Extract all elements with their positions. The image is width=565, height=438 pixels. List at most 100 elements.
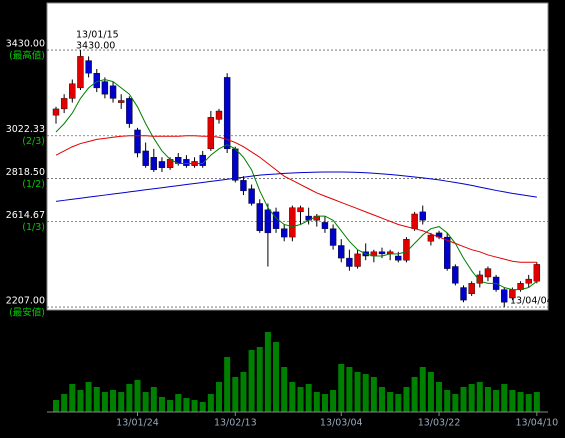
volume-bar [321,394,328,412]
volume-bar [61,394,68,412]
candle-body [232,148,239,181]
volume-bar [493,390,500,412]
volume-bar [476,382,483,412]
volume-bar [53,400,59,412]
volume-bar [411,377,418,412]
candle-body [427,234,435,242]
candle-body [346,257,353,267]
volume-bar [69,384,76,412]
x-tick-label: 13/02/13 [214,418,257,429]
volume-bar [150,387,157,412]
volume-bar [118,392,125,412]
candle-body [142,150,149,166]
y-tick-label: 2818.50 [6,167,45,178]
volume-bar [427,372,434,412]
volume-bar [517,392,524,412]
candle-body [183,159,190,166]
candle-body [215,110,223,120]
candle-body [134,129,141,154]
y-tick-label: 2207.00 [6,296,45,307]
volume-bar [346,367,353,412]
volume-bar [110,390,117,412]
y-tick-note: (1/2) [22,179,45,190]
moving-average [55,171,537,202]
candle-body [403,238,410,261]
candle-body [256,203,263,231]
volume-bar [77,390,84,412]
volume-bar [525,394,532,412]
volume-bar [248,350,255,412]
candle-body [354,253,361,267]
volume-bar [134,380,141,412]
volume-bar [175,394,182,412]
volume-bar [313,392,320,412]
candle-body [85,60,92,74]
candle-body [476,274,483,284]
volume-bar [379,387,385,412]
candle-body [117,100,125,103]
x-tick-label: 13/01/24 [116,418,159,429]
candle-body [281,228,288,238]
volume-bar [305,384,312,412]
volume-bar [101,392,108,412]
candle-body [77,56,84,89]
volume-bar [158,397,165,412]
volume-bar [191,400,198,412]
volume-bar [533,392,540,412]
x-tick-label: 13/03/04 [320,418,363,429]
candle-body [109,85,117,99]
candle-body [297,207,304,213]
volume-bar [199,402,206,412]
moving-average [55,78,538,291]
x-tick-label: 13/04/10 [516,418,559,429]
candle-body [158,161,166,168]
volume-bar [403,387,410,412]
volume-bar [281,367,288,412]
candle-body [223,77,231,150]
volume-bar [370,377,377,412]
y-tick-label: 3430.00 [6,39,45,50]
candle-body [321,222,329,229]
candle-body [460,287,467,301]
volume-bar [126,384,133,412]
candle-body [329,228,337,246]
volume-bar [85,382,92,412]
candle-body [501,289,508,303]
candle-body [525,278,532,284]
candle-body [452,266,459,284]
volume-bar [183,398,190,412]
candle-body [533,264,541,282]
volume-bar [240,372,247,412]
y-tick-note: (2/3) [22,136,45,147]
candle-body [411,213,418,229]
candle-body [60,98,68,110]
volume-bar [264,332,271,412]
volume-bar [330,390,337,412]
volume-bar [419,367,426,412]
volume-bar [142,392,149,412]
y-tick-note: (最高値) [9,50,45,62]
volume-bar [207,394,214,412]
candle-body [444,236,451,269]
volume-bar [93,387,100,412]
volume-bar [387,392,394,412]
candle-body [69,83,76,99]
volume-bar [395,394,402,412]
low-price: 2207.00 [507,310,546,321]
volume-bar [452,394,459,412]
volume-bar [216,382,222,412]
candle-body [199,154,206,166]
candle-body [338,245,345,259]
volume-bar [256,347,263,412]
candle-body [240,180,247,192]
volume-bar [338,364,345,412]
candle-body [207,117,215,150]
candle-body [289,207,296,238]
candle-body [484,268,492,278]
low-date: 13/04/04 [510,296,553,307]
candle-body [395,255,402,261]
volume-bar [484,387,491,412]
moving-average [55,135,537,263]
volume-bar [509,390,516,412]
